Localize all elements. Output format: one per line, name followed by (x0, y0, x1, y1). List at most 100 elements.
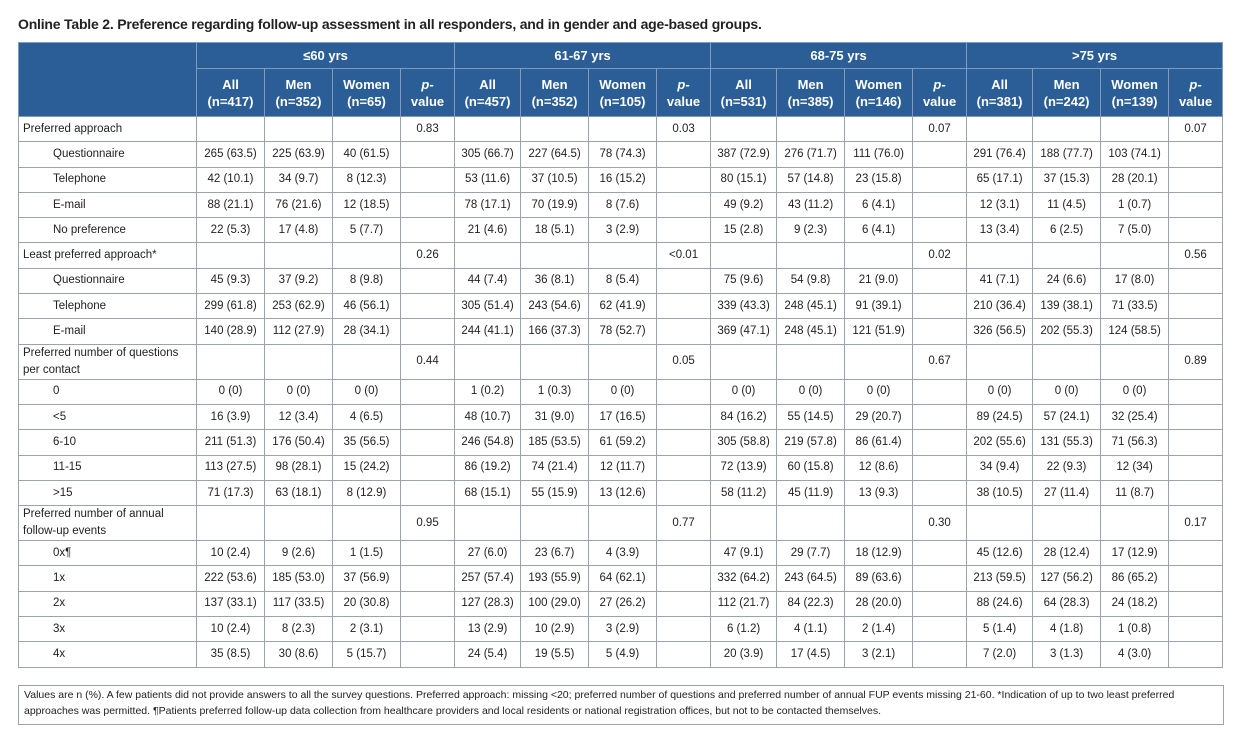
empty-cell (1168, 429, 1224, 456)
value-cell: 27 (26.2) (588, 590, 658, 618)
value-cell: 103 (74.1) (1100, 141, 1170, 168)
column-n: (n=385) (787, 93, 834, 109)
column-header: Women (n=139) (1100, 68, 1170, 117)
item-row: 3x 10 (2.4) 8 (2.3) 2 (3.1) 13 (2.9) 10 (2.9)… (18, 616, 1224, 643)
value-cell: 60 (15.8) (776, 454, 846, 481)
value-cell: 78 (74.3) (588, 141, 658, 168)
value-cell: 339 (43.3) (710, 293, 778, 320)
value-cell: 10 (2.4) (196, 540, 265, 567)
empty-cell (1168, 267, 1224, 295)
value-cell: 84 (22.3) (776, 590, 846, 618)
category-row: Preferred approach 0.83 0.03 0.07 0.07 (18, 115, 1224, 143)
empty-cell (520, 505, 590, 542)
empty-cell (710, 115, 778, 143)
value-cell: 13 (3.4) (966, 217, 1034, 244)
empty-cell (399, 641, 456, 668)
value-cell: 124 (58.5) (1100, 318, 1170, 345)
p-value-cell: 0.03 (656, 115, 712, 143)
value-cell: 369 (47.1) (710, 318, 778, 345)
empty-cell (656, 590, 712, 618)
category-row: Preferred number of annual follow-up eve… (18, 505, 1224, 542)
value-cell: 332 (64.2) (710, 565, 778, 592)
p-value-label: p-value (1178, 76, 1213, 109)
empty-cell (399, 378, 456, 405)
value-cell: 326 (56.5) (966, 318, 1034, 345)
item-row: 11-15 113 (27.5) 98 (28.1) 15 (24.2) 86 (19.… (18, 454, 1224, 481)
value-cell: 8 (2.3) (264, 616, 333, 643)
value-cell: 121 (51.9) (844, 318, 914, 345)
empty-cell (776, 242, 846, 269)
value-cell: 0 (0) (264, 378, 333, 405)
value-cell: 89 (24.5) (966, 403, 1034, 431)
value-cell: 0 (0) (776, 378, 846, 405)
empty-cell (454, 505, 522, 542)
value-cell: 16 (3.9) (196, 403, 265, 431)
item-row: <5 16 (3.9) 12 (3.4) 4 (6.5) 48 (10.7) 31 (9.… (18, 403, 1224, 431)
value-cell: 74 (21.4) (520, 454, 590, 481)
empty-cell (656, 429, 712, 456)
value-cell: 227 (64.5) (520, 141, 590, 168)
column-label: Women (343, 76, 390, 92)
column-n: (n=417) (207, 93, 254, 109)
value-cell: 35 (56.5) (332, 429, 401, 456)
value-cell: 98 (28.1) (264, 454, 333, 481)
value-cell: 100 (29.0) (520, 590, 590, 618)
empty-cell (656, 641, 712, 668)
empty-cell (196, 505, 265, 542)
value-cell: 139 (38.1) (1032, 293, 1102, 320)
value-cell: 70 (19.9) (520, 191, 590, 219)
empty-cell (912, 166, 968, 193)
value-cell: 34 (9.7) (264, 166, 333, 193)
empty-cell (912, 217, 968, 244)
value-cell: 246 (54.8) (454, 429, 522, 456)
column-n: (n=352) (531, 93, 578, 109)
empty-cell (1168, 616, 1224, 643)
empty-cell (912, 565, 968, 592)
column-n: (n=457) (464, 93, 511, 109)
value-cell: 38 (10.5) (966, 479, 1034, 507)
value-cell: 17 (16.5) (588, 403, 658, 431)
value-cell: 37 (10.5) (520, 166, 590, 193)
value-cell: 219 (57.8) (776, 429, 846, 456)
column-label: All (991, 76, 1008, 92)
value-cell: 3 (2.1) (844, 641, 914, 668)
empty-cell (656, 616, 712, 643)
empty-cell (332, 505, 401, 542)
value-cell: 210 (36.4) (966, 293, 1034, 320)
empty-cell (656, 267, 712, 295)
value-cell: 6 (2.5) (1032, 217, 1102, 244)
empty-cell (399, 166, 456, 193)
empty-cell (912, 378, 968, 405)
empty-cell (656, 403, 712, 431)
item-row: 2x 137 (33.1) 117 (33.5) 20 (30.8) 127 (28.3… (18, 590, 1224, 618)
row-label: Preferred approach (18, 115, 197, 143)
value-cell: 257 (57.4) (454, 565, 522, 592)
value-cell: 202 (55.3) (1032, 318, 1102, 345)
value-cell: 113 (27.5) (196, 454, 265, 481)
value-cell: 9 (2.6) (264, 540, 333, 567)
empty-cell (966, 115, 1034, 143)
column-label: All (479, 76, 496, 92)
value-cell: 4 (1.8) (1032, 616, 1102, 643)
value-cell: 65 (17.1) (966, 166, 1034, 193)
value-cell: 13 (12.6) (588, 479, 658, 507)
column-label: Men (1053, 76, 1080, 92)
value-cell: 40 (61.5) (332, 141, 401, 168)
empty-cell (264, 242, 333, 269)
value-cell: 0 (0) (196, 378, 265, 405)
value-cell: 1 (0.8) (1100, 616, 1170, 643)
column-label: All (735, 76, 752, 92)
value-cell: 17 (12.9) (1100, 540, 1170, 567)
value-cell: 0 (0) (966, 378, 1034, 405)
item-row: 6-10 211 (51.3) 176 (50.4) 35 (56.5) 246 (54… (18, 429, 1224, 456)
item-row: E-mail 140 (28.9) 112 (27.9) 28 (34.1) 244 (… (18, 318, 1224, 345)
column-header: All (n=417) (196, 68, 265, 117)
value-cell: 28 (20.0) (844, 590, 914, 618)
value-cell: 305 (58.8) (710, 429, 778, 456)
value-cell: 17 (8.0) (1100, 267, 1170, 295)
item-row: Questionnaire 45 (9.3) 37 (9.2) 8 (9.8) 44 (… (18, 267, 1224, 295)
empty-cell (912, 590, 968, 618)
value-cell: 4 (3.0) (1100, 641, 1170, 668)
empty-cell (264, 505, 333, 542)
value-cell: 12 (8.6) (844, 454, 914, 481)
